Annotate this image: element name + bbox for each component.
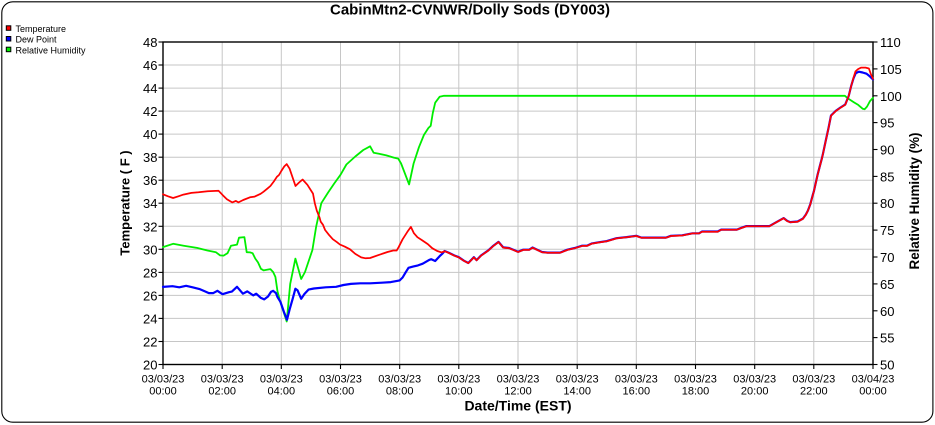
- svg-text:100: 100: [880, 89, 902, 104]
- svg-text:75: 75: [880, 223, 894, 238]
- svg-text:55: 55: [880, 331, 894, 346]
- svg-text:03/03/23: 03/03/23: [201, 374, 244, 386]
- svg-text:14:00: 14:00: [563, 385, 591, 397]
- svg-text:34: 34: [143, 196, 157, 211]
- svg-text:Temperature ( F ): Temperature ( F ): [118, 150, 133, 255]
- svg-text:70: 70: [880, 250, 894, 265]
- svg-text:22:00: 22:00: [800, 385, 828, 397]
- svg-text:03/03/23: 03/03/23: [437, 374, 480, 386]
- svg-text:26: 26: [143, 288, 157, 303]
- svg-text:40: 40: [143, 127, 157, 142]
- svg-text:110: 110: [880, 35, 901, 50]
- svg-text:85: 85: [880, 169, 894, 184]
- svg-text:95: 95: [880, 116, 894, 131]
- svg-text:42: 42: [143, 104, 157, 119]
- svg-text:22: 22: [143, 335, 157, 350]
- svg-text:50: 50: [880, 358, 894, 373]
- svg-text:105: 105: [880, 62, 902, 77]
- svg-text:28: 28: [143, 265, 157, 280]
- svg-text:24: 24: [143, 311, 157, 326]
- svg-text:10:00: 10:00: [445, 385, 473, 397]
- svg-text:06:00: 06:00: [327, 385, 355, 397]
- svg-text:03/03/23: 03/03/23: [319, 374, 362, 386]
- svg-text:38: 38: [143, 150, 157, 165]
- svg-text:32: 32: [143, 219, 157, 234]
- svg-text:04:00: 04:00: [268, 385, 296, 397]
- svg-text:03/03/23: 03/03/23: [792, 374, 835, 386]
- svg-text:03/03/23: 03/03/23: [142, 374, 185, 386]
- svg-text:44: 44: [143, 81, 157, 96]
- svg-text:00:00: 00:00: [149, 385, 177, 397]
- svg-text:18:00: 18:00: [682, 385, 710, 397]
- svg-text:20:00: 20:00: [741, 385, 769, 397]
- svg-text:16:00: 16:00: [623, 385, 651, 397]
- svg-text:80: 80: [880, 196, 894, 211]
- svg-text:03/03/23: 03/03/23: [378, 374, 421, 386]
- svg-text:46: 46: [143, 58, 157, 73]
- svg-text:03/03/23: 03/03/23: [674, 374, 717, 386]
- svg-text:36: 36: [143, 173, 157, 188]
- svg-text:CabinMtn2-CVNWR/Dolly Sods (DY: CabinMtn2-CVNWR/Dolly Sods (DY003): [330, 2, 610, 19]
- svg-text:12:00: 12:00: [504, 385, 532, 397]
- svg-text:60: 60: [880, 304, 894, 319]
- svg-text:02:00: 02:00: [208, 385, 236, 397]
- svg-text:30: 30: [143, 242, 157, 257]
- svg-text:03/04/23: 03/04/23: [852, 374, 895, 386]
- svg-text:Date/Time (EST): Date/Time (EST): [464, 398, 571, 414]
- svg-text:Relative Humidity: Relative Humidity: [16, 45, 87, 55]
- svg-text:03/03/23: 03/03/23: [260, 374, 303, 386]
- svg-text:90: 90: [880, 143, 894, 158]
- svg-text:65: 65: [880, 277, 894, 292]
- svg-text:03/03/23: 03/03/23: [497, 374, 540, 386]
- svg-text:03/03/23: 03/03/23: [733, 374, 776, 386]
- svg-text:00:00: 00:00: [859, 385, 887, 397]
- svg-text:Relative Humidity (%): Relative Humidity (%): [907, 133, 922, 270]
- svg-text:03/03/23: 03/03/23: [556, 374, 599, 386]
- svg-text:20: 20: [143, 358, 157, 373]
- svg-text:48: 48: [143, 35, 157, 50]
- svg-text:Dew Point: Dew Point: [16, 35, 58, 45]
- svg-text:Temperature: Temperature: [16, 24, 67, 34]
- svg-text:08:00: 08:00: [386, 385, 414, 397]
- svg-text:03/03/23: 03/03/23: [615, 374, 658, 386]
